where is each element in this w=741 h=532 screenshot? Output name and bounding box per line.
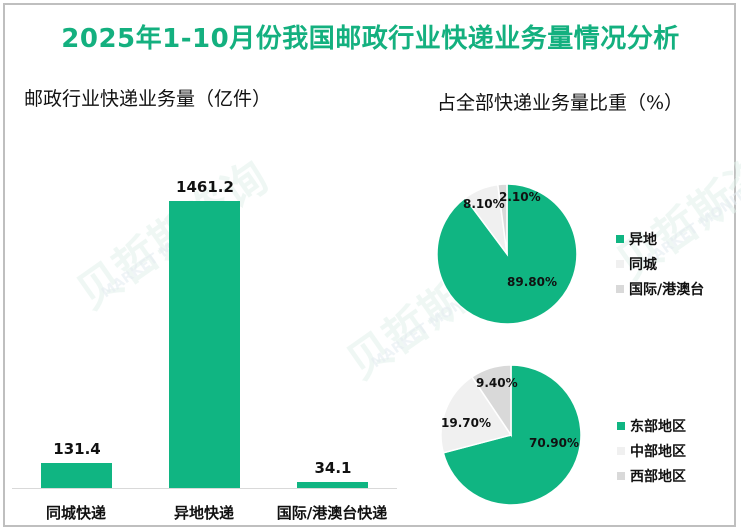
pie-value-label: 19.70% (441, 416, 491, 430)
pie-legend-region: 东部地区 中部地区 西部地区 (617, 413, 686, 488)
pie-value-label: 8.10% (463, 197, 505, 211)
bar-value-label: 34.1 (314, 459, 352, 477)
pie-value-label: 2.10% (499, 190, 541, 204)
pie-value-label: 9.40% (476, 376, 518, 390)
bar-intercity (169, 201, 240, 488)
bar-international (297, 482, 368, 488)
bar-value-label: 1461.2 (176, 178, 234, 196)
legend-item: 异地 (616, 226, 704, 251)
x-tick-label: 同城快递 (45, 504, 106, 522)
chart-title: 2025年1-10月份我国邮政行业快递业务量情况分析 (61, 24, 680, 54)
legend-label: 国际/港澳台 (629, 281, 705, 298)
legend-label: 中部地区 (630, 443, 686, 460)
x-tick-label: 异地快递 (173, 504, 234, 522)
chart-frame (3, 3, 736, 527)
legend-swatch (617, 446, 625, 455)
legend-label: 同城 (629, 256, 657, 273)
pie-chart-region (440, 364, 582, 506)
pie-chart-subtitle: 占全部快递业务量比重（%） (437, 92, 684, 114)
legend-item: 东部地区 (617, 413, 686, 438)
x-tick-label: 国际/港澳台快递 (276, 504, 388, 522)
bar-chart-subtitle: 邮政行业快递业务量（亿件） (24, 88, 272, 110)
legend-item: 同城 (616, 251, 704, 276)
legend-label: 异地 (629, 231, 657, 248)
legend-swatch (617, 421, 625, 430)
legend-swatch (617, 471, 625, 480)
bar-intracity (41, 463, 112, 488)
legend-swatch (616, 284, 624, 293)
legend-label: 东部地区 (630, 418, 686, 435)
legend-swatch (616, 234, 624, 243)
legend-label: 西部地区 (630, 468, 686, 485)
legend-item: 中部地区 (617, 438, 686, 463)
legend-swatch (616, 259, 624, 268)
pie-legend-type: 异地 同城 国际/港澳台 (616, 226, 704, 301)
x-axis-line (12, 488, 397, 489)
pie-value-label: 89.80% (507, 275, 557, 289)
legend-item: 国际/港澳台 (616, 276, 704, 301)
legend-item: 西部地区 (617, 463, 686, 488)
pie-chart-type (436, 183, 578, 325)
bar-value-label: 131.4 (53, 440, 101, 458)
pie-value-label: 70.90% (529, 436, 579, 450)
